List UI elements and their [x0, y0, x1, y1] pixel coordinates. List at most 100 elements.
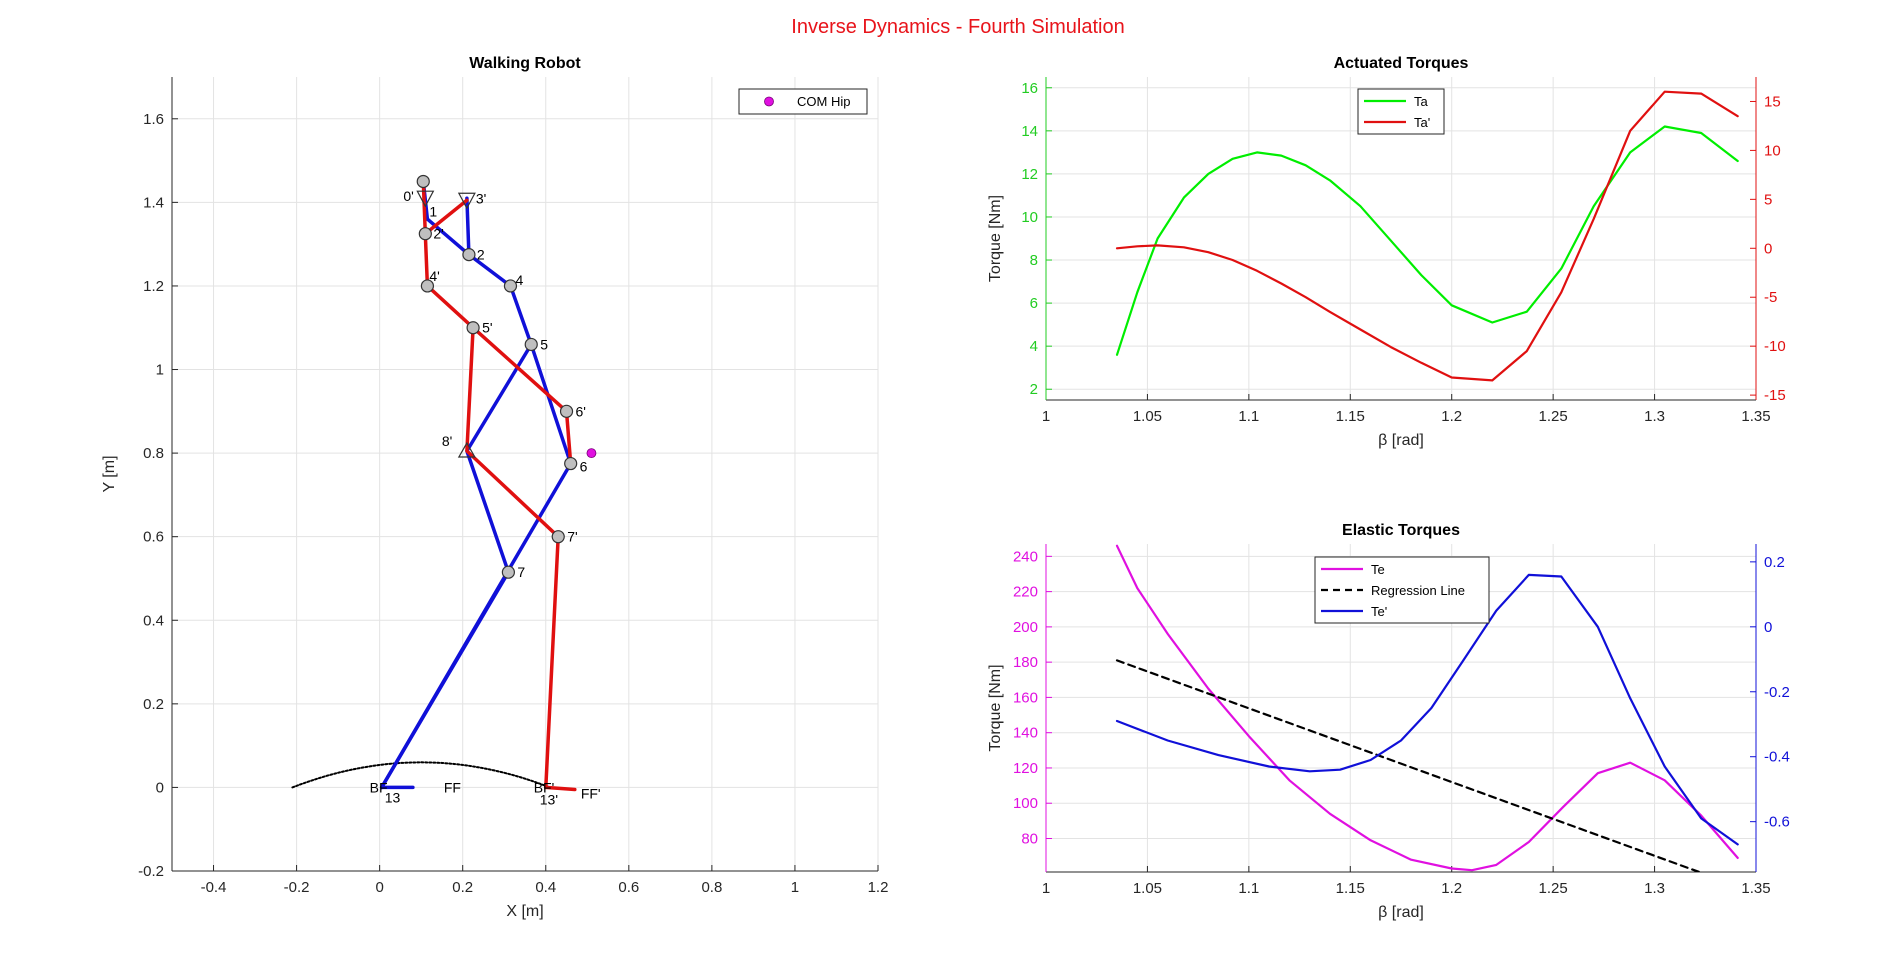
series-line-ta: [1115, 90, 1739, 382]
legend-entry: Regression Line: [1371, 583, 1465, 598]
walking-robot-axes: Walking Robot -0.2 0 0.2 0.4 0.6 0.8 1 1.2 1.4 1.6…: [101, 55, 888, 920]
node-label: BF': [534, 779, 555, 795]
joint-marker: [501, 565, 515, 579]
node-label: 6': [576, 403, 586, 419]
x-tick-label: 1.15: [1336, 408, 1365, 425]
x-axis-label: β [rad]: [1378, 904, 1424, 921]
series-group: [1115, 90, 1739, 382]
node-label: 7: [517, 564, 525, 580]
y-tick-label: 200: [1013, 619, 1038, 636]
figure-title: Inverse Dynamics - Fourth Simulation: [791, 16, 1124, 38]
x-tick-label: 1.2: [868, 879, 889, 896]
y-tick-label: 1.2: [143, 278, 164, 295]
y-tick-label: 240: [1013, 548, 1038, 565]
x-tick-label: 0.2: [452, 879, 473, 896]
y-tick-label: -0.6: [1764, 814, 1790, 831]
x-tick-label: 1.05: [1133, 880, 1162, 897]
axes-title: Actuated Torques: [1334, 55, 1469, 72]
x-tick-label: -0.2: [284, 879, 310, 896]
y-axis-label: Y [m]: [101, 455, 118, 492]
legend-marker-com-hip: [764, 96, 774, 107]
node-label: 13: [385, 789, 401, 805]
y-tick-label: -5: [1764, 289, 1777, 306]
series-group: [1115, 544, 1739, 872]
y-tick-label: -15: [1764, 387, 1786, 404]
y-tick-label: 0.2: [1764, 554, 1785, 571]
y-tick-label: 80: [1021, 830, 1038, 847]
node-label: 2': [433, 226, 443, 242]
y-tick-label: 4: [1030, 338, 1038, 355]
series-line-regression-line: [1115, 659, 1701, 872]
joint-marker: [559, 404, 574, 418]
y-tick-label: 100: [1013, 795, 1038, 812]
legend: COM Hip: [738, 88, 868, 115]
red-link: [544, 785, 577, 792]
legend-entry: Te: [1371, 562, 1385, 577]
legend-box: [738, 88, 868, 115]
hip-joint-marker: [416, 174, 430, 189]
x-tick-label: 1.3: [1644, 408, 1665, 425]
x-tick-label: 1.25: [1539, 880, 1568, 897]
com-hip-point: [586, 448, 597, 459]
legend: Te Regression Line Te': [1314, 556, 1490, 624]
joint-marker: [524, 337, 538, 352]
axes-title: Walking Robot: [469, 55, 581, 72]
x-tick-label: 1.2: [1441, 880, 1462, 897]
x-tick-label: 1.05: [1133, 408, 1162, 425]
x-tick-label: 0.8: [701, 879, 722, 896]
x-tick-label: 1.3: [1644, 880, 1665, 897]
node-label: 8': [442, 433, 452, 449]
red-link: [423, 198, 469, 236]
legend-box: [1357, 88, 1445, 135]
node-label: FF': [581, 786, 601, 802]
node-label: 0': [403, 188, 413, 204]
node-label: 1: [429, 203, 437, 219]
x-axis-label: X [m]: [506, 903, 543, 920]
y-tick-label: 5: [1764, 191, 1772, 208]
legend-entry: Te': [1371, 604, 1387, 619]
y-tick-label: 120: [1013, 760, 1038, 777]
x-tick-label: 1.25: [1539, 408, 1568, 425]
y-tick-label: 220: [1013, 584, 1038, 601]
y-tick-label: 140: [1013, 725, 1038, 742]
y-tick-label: 10: [1021, 209, 1038, 226]
x-tick-label: 1.1: [1238, 408, 1259, 425]
node-label: 2: [477, 247, 485, 263]
x-axis-label: β [rad]: [1378, 432, 1424, 449]
y-axis-label: Torque [Nm]: [987, 664, 1004, 751]
y-tick-label: 180: [1013, 654, 1038, 671]
node-label: 13': [540, 791, 558, 807]
y-tick-label: 1.6: [143, 111, 164, 128]
x-tick-label: 0.6: [618, 879, 639, 896]
joint-marker: [420, 279, 435, 293]
legend: Ta Ta': [1357, 88, 1445, 135]
y-tick-label: 0: [1764, 619, 1772, 636]
plot-area: [172, 77, 878, 871]
legend-entry: Ta': [1414, 115, 1430, 130]
y-tick-label: 2: [1030, 381, 1038, 398]
legend-entry: Ta: [1414, 94, 1429, 109]
node-label: 5: [540, 336, 548, 352]
x-tick-label: -0.4: [201, 879, 227, 896]
y-tick-label: 15: [1764, 93, 1781, 110]
node-label: 6: [580, 459, 588, 475]
y-tick-label: 10: [1764, 142, 1781, 159]
y-tick-label: 1.4: [143, 194, 164, 211]
y-tick-label: 8: [1030, 252, 1038, 269]
node-label: 7': [567, 529, 577, 545]
y-tick-label: 12: [1021, 166, 1038, 183]
joint-marker: [466, 321, 480, 335]
x-tick-label: 1.35: [1741, 408, 1770, 425]
axes-title: Elastic Torques: [1342, 522, 1460, 539]
elastic-torques-axes: Elastic Torques 1 1.05 1.1 1.15 1.2 1.25 1.3 1.3…: [987, 522, 1790, 921]
node-label: BF: [370, 779, 388, 795]
node-label: 3': [476, 190, 486, 206]
node-label: 4: [515, 272, 523, 288]
y-tick-label: -0.2: [138, 863, 164, 880]
joint-marker: [503, 279, 518, 293]
support-marker: [457, 441, 476, 458]
y-axis-label: Torque [Nm]: [987, 195, 1004, 282]
y-tick-label: -0.2: [1764, 684, 1790, 701]
foot-trajectory: [291, 761, 551, 789]
